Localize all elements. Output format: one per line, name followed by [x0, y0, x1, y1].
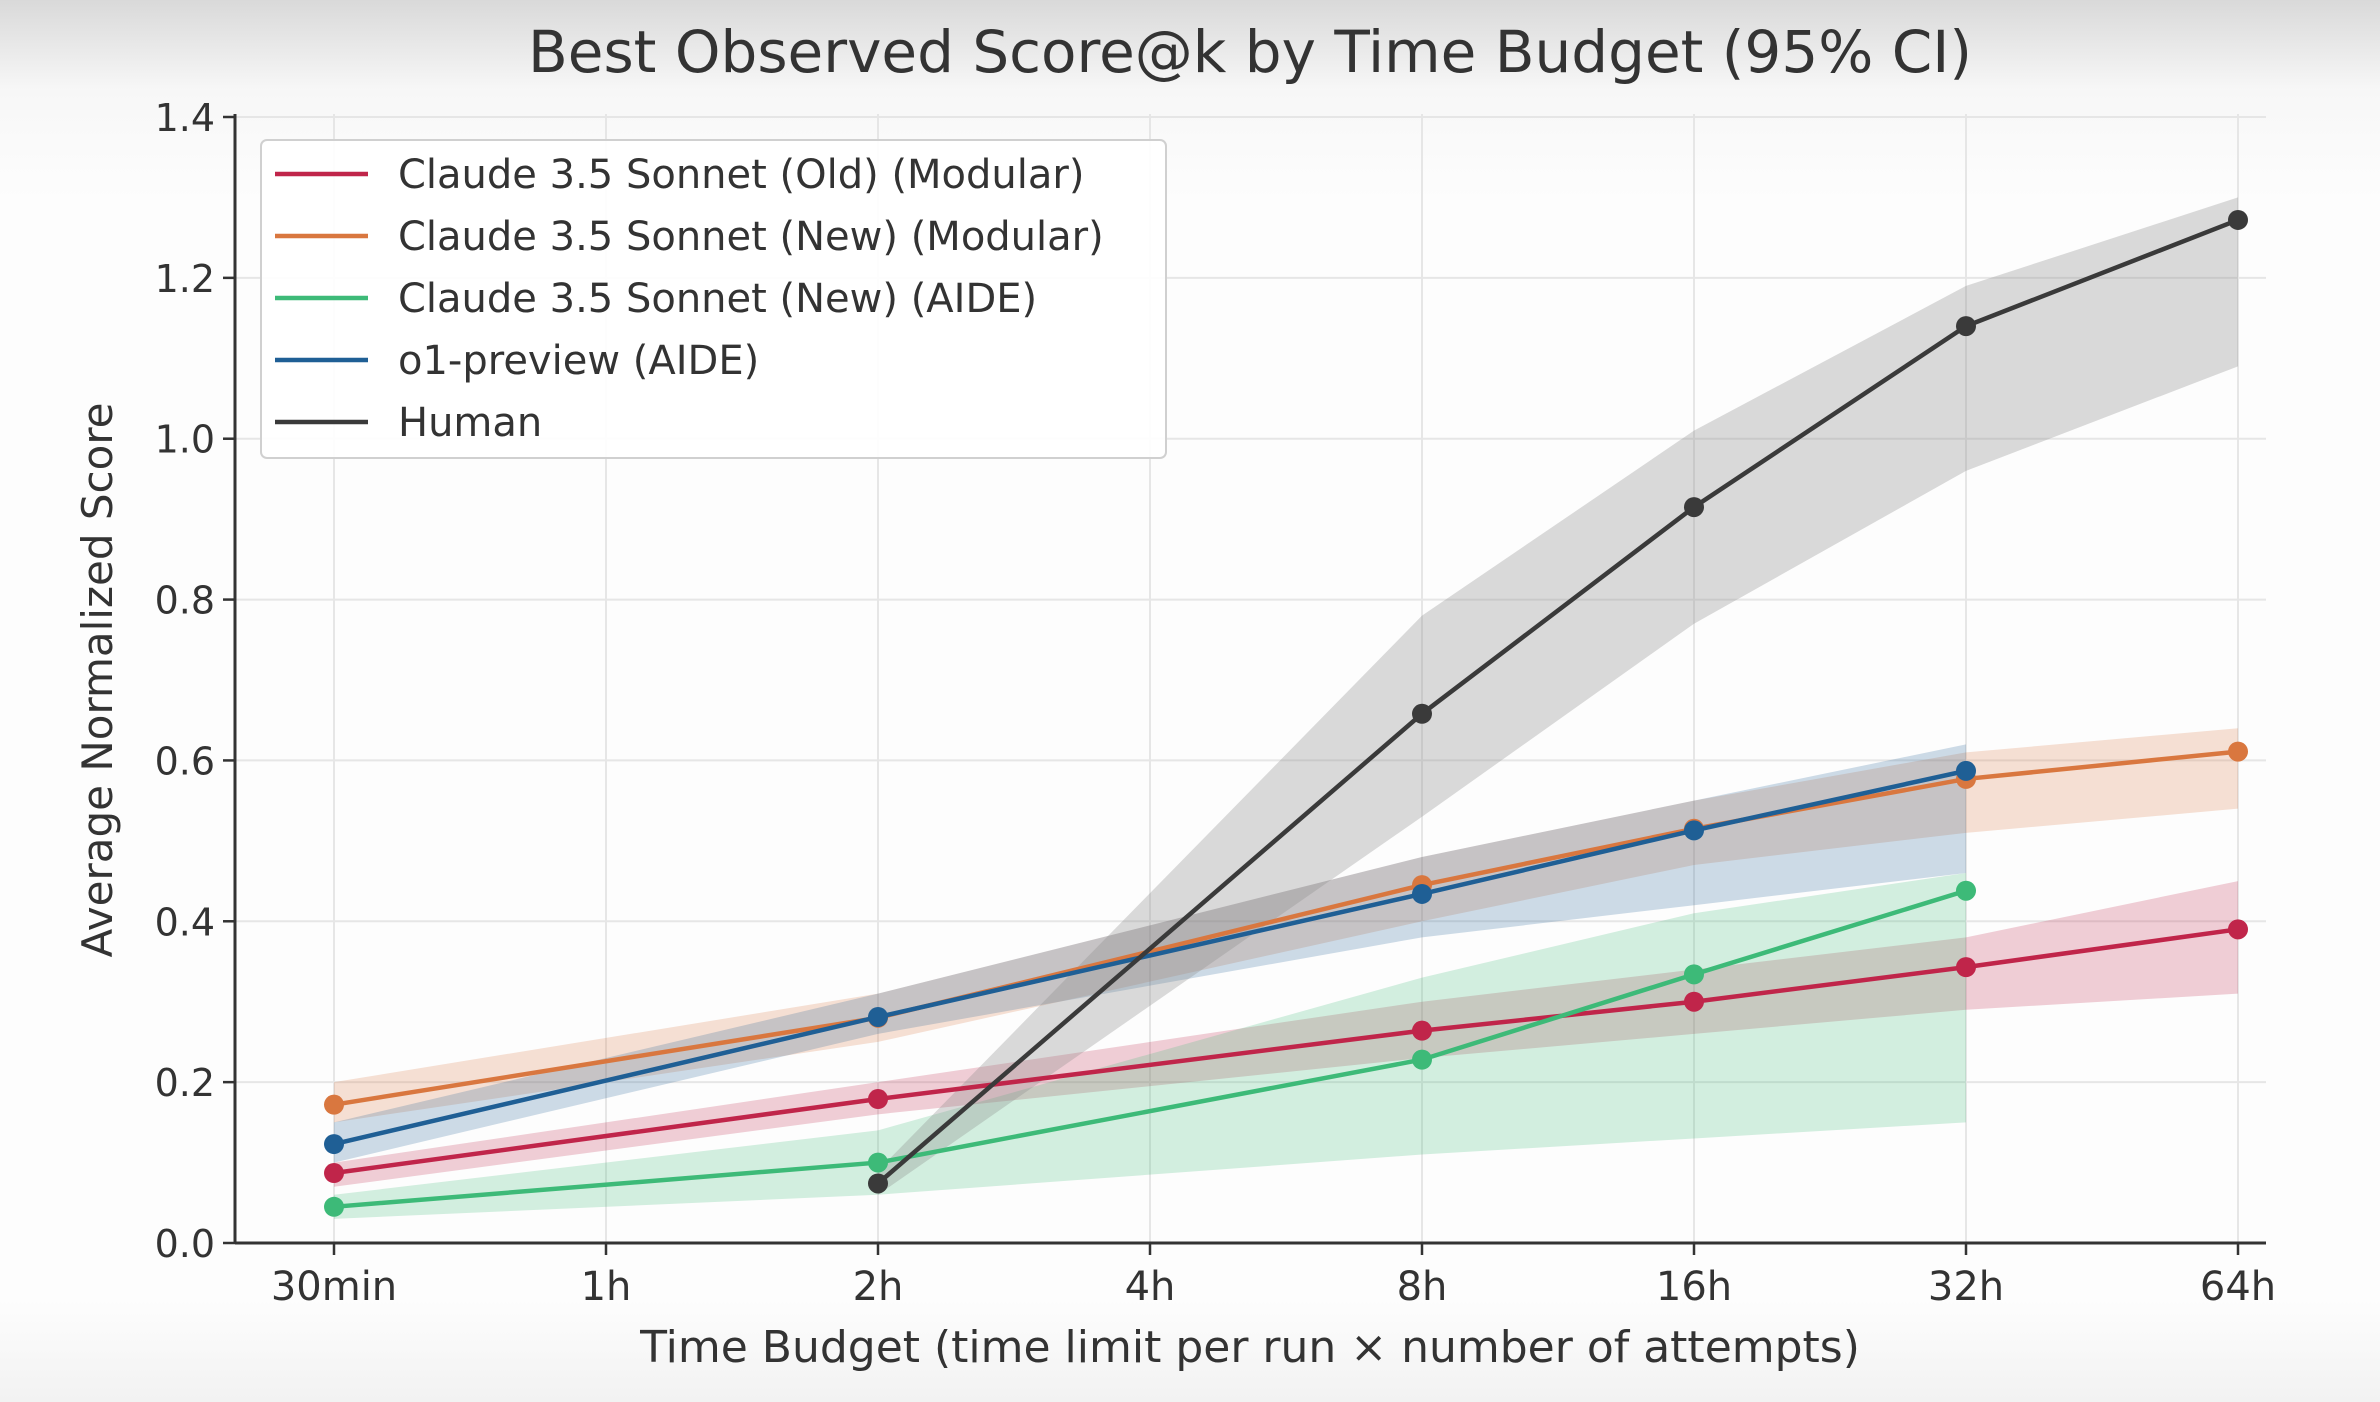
y-tick-label: 1.0	[155, 418, 215, 462]
ci-band-2	[334, 873, 1966, 1219]
data-point	[324, 1134, 344, 1155]
data-point	[868, 1173, 888, 1194]
y-tick-label: 0.8	[155, 579, 215, 623]
y-tick-label: 0.0	[155, 1222, 215, 1266]
x-tick-label: 4h	[1125, 1264, 1176, 1310]
data-point	[1956, 316, 1976, 337]
legend-label: Claude 3.5 Sonnet (Old) (Modular)	[398, 152, 1084, 198]
grid	[235, 114, 2266, 1244]
legend-label: Claude 3.5 Sonnet (New) (Modular)	[398, 214, 1104, 260]
ci-band-4	[878, 197, 2238, 1195]
data-point	[868, 1152, 888, 1173]
legend-label: Human	[398, 400, 542, 446]
data-point	[1412, 1020, 1432, 1041]
data-point	[324, 1094, 344, 1115]
data-point	[324, 1163, 344, 1184]
data-point	[1956, 957, 1976, 978]
x-tick-label: 1h	[581, 1264, 632, 1310]
x-tick-label: 16h	[1656, 1264, 1732, 1310]
chart-title: Best Observed Score@k by Time Budget (95…	[528, 18, 1972, 86]
data-point	[868, 1006, 888, 1027]
x-tick-label: 32h	[1928, 1264, 2004, 1310]
data-point	[1684, 964, 1704, 985]
series-lines	[324, 209, 2248, 1217]
data-point	[868, 1089, 888, 1110]
data-point	[2228, 919, 2248, 940]
data-point	[1684, 497, 1704, 518]
y-tick-label: 0.6	[155, 739, 215, 783]
data-point	[2228, 741, 2248, 762]
y-tick-label: 1.4	[155, 96, 215, 140]
y-tick-label: 0.4	[155, 900, 215, 944]
y-tick-label: 1.2	[155, 257, 215, 301]
x-tick-label: 30min	[271, 1264, 397, 1310]
x-axis-label: Time Budget (time limit per run × number…	[639, 1322, 1860, 1373]
legend-box	[260, 139, 1167, 459]
x-tick-label: 8h	[1397, 1264, 1448, 1310]
data-point	[1684, 820, 1704, 841]
legend: Claude 3.5 Sonnet (Old) (Modular) Claude …	[260, 139, 1167, 459]
data-point	[1956, 760, 1976, 781]
legend-label: o1-preview (AIDE)	[398, 338, 759, 384]
data-point	[1412, 703, 1432, 724]
y-axis-label: Average Normalized Score	[73, 403, 122, 958]
data-point	[1684, 991, 1704, 1012]
legend-label: Claude 3.5 Sonnet (New) (AIDE)	[398, 276, 1037, 322]
data-point	[1412, 1049, 1432, 1070]
data-point	[1412, 883, 1432, 904]
x-tick-label: 64h	[2200, 1264, 2276, 1310]
y-tick-label: 0.2	[155, 1061, 215, 1105]
series-line-1	[333, 749, 2239, 1107]
x-tick-label: 2h	[853, 1264, 904, 1310]
data-point	[1956, 880, 1976, 901]
axes: 30min 1h 2h 4h 8h 16h 32h 64h 0.0 0.2 0.4 0.6 0.8 1.0…	[155, 96, 2277, 1310]
data-point	[2228, 209, 2248, 230]
data-point	[324, 1196, 344, 1217]
